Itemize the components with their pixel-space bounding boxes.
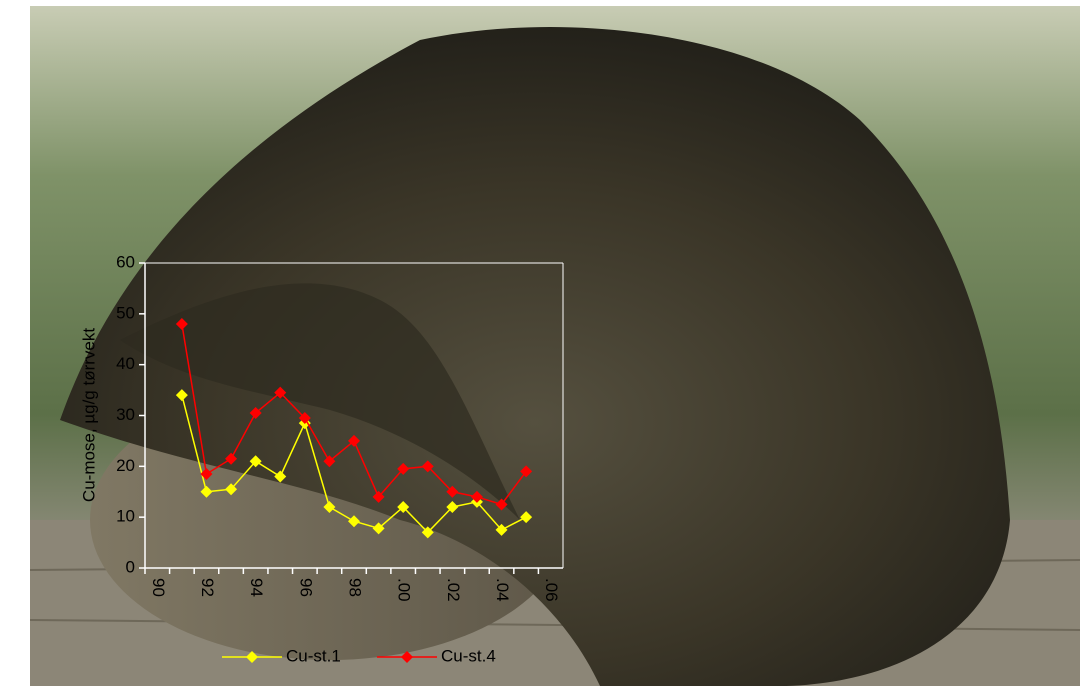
- data-point: [470, 490, 483, 503]
- data-point: [323, 455, 336, 468]
- data-point: [520, 511, 533, 524]
- data-point: [495, 498, 508, 511]
- y-tick-label: 20: [116, 456, 135, 475]
- data-point: [495, 523, 508, 536]
- data-point: [274, 470, 287, 483]
- legend-marker: [401, 651, 413, 663]
- data-point: [421, 526, 434, 539]
- data-point: [372, 490, 385, 503]
- y-tick-label: 60: [116, 252, 135, 271]
- x-tick-label: 96: [296, 578, 315, 597]
- data-point: [274, 386, 287, 399]
- data-point: [348, 434, 360, 447]
- data-point: [348, 515, 360, 528]
- y-tick-label: 10: [116, 507, 135, 526]
- legend-label: Cu-st.4: [441, 646, 496, 665]
- y-tick-label: 40: [116, 354, 135, 373]
- data-point: [249, 406, 262, 419]
- x-tick-label: .02: [444, 578, 463, 602]
- y-tick-label: 0: [126, 557, 135, 576]
- data-point: [520, 465, 533, 478]
- x-tick-label: .06: [542, 578, 561, 602]
- data-point: [298, 412, 311, 425]
- data-point: [225, 483, 238, 496]
- plot-area: 0 10 20 30 40 50 60 90 92 94 96 98 .00 .02 .04 .06 Cu-st…: [116, 252, 564, 665]
- data-point: [200, 467, 213, 480]
- data-point: [249, 455, 262, 468]
- data-point: [200, 485, 213, 498]
- legend-label: Cu-st.1: [286, 646, 341, 665]
- data-point: [446, 501, 459, 513]
- x-tick-label: 92: [198, 578, 217, 597]
- data-point: [397, 501, 410, 513]
- data-point: [175, 318, 188, 330]
- x-tick-label: 98: [346, 578, 365, 597]
- x-tick-label: 90: [149, 578, 168, 597]
- x-tick-label: .04: [493, 578, 512, 602]
- data-point: [225, 452, 238, 465]
- y-tick-label: 30: [116, 405, 135, 424]
- y-tick-label: 50: [116, 303, 135, 322]
- x-tick-label: 94: [247, 578, 266, 597]
- data-point: [446, 485, 459, 498]
- data-point: [397, 462, 410, 475]
- x-tick-label: .00: [395, 578, 414, 602]
- data-point: [372, 522, 385, 535]
- data-point: [175, 389, 188, 402]
- legend-marker: [246, 651, 258, 663]
- data-point: [421, 460, 434, 473]
- data-point: [323, 501, 336, 513]
- y-axis-label: Cu-mose, µg/g tørrvekt: [79, 328, 98, 502]
